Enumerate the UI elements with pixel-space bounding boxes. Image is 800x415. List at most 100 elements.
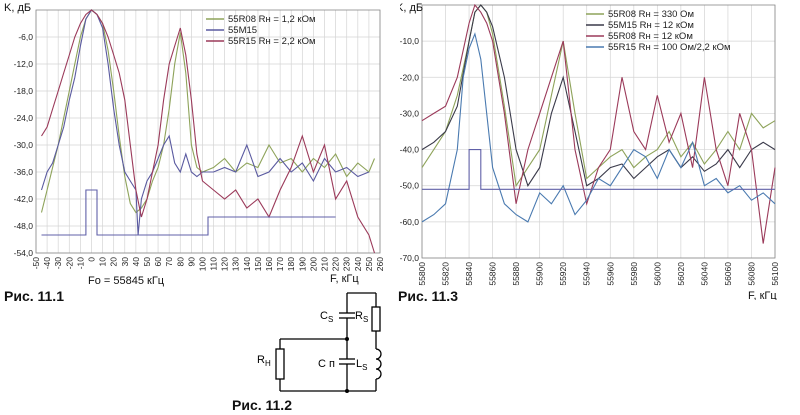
y-tick-label: -54,0 [14, 248, 34, 258]
x-tick-label: 260 [375, 257, 385, 271]
junction-dot [345, 389, 349, 393]
plot-frame [35, 9, 381, 254]
x-tick-label: 56100 [770, 262, 780, 286]
series-line-reference-3 [41, 189, 336, 236]
x-tick-label: 240 [353, 257, 363, 271]
y-tick-label: -20,0 [400, 72, 419, 82]
y-tick-label: -10,0 [400, 36, 419, 46]
legend-entry: 55R08 Rн = 330 Ом [608, 9, 694, 20]
x-tick-label: 55960 [605, 262, 615, 286]
series-line-55m15 [40, 9, 370, 236]
x-tick-label: 70 [164, 257, 174, 267]
x-tick-label: -40 [42, 257, 52, 270]
y-tick-label: -60,0 [400, 217, 419, 227]
y-tick-label: -12,0 [14, 59, 34, 69]
legend-entry: 55R08 Rн = 12 кОм [608, 31, 693, 42]
x-tick-label: 90 [186, 257, 196, 267]
x-tick-label: 200 [308, 257, 318, 271]
x-tick-label: 220 [331, 257, 341, 271]
x-tick-label: 180 [286, 257, 296, 271]
resistor-rn [275, 348, 285, 380]
legend-entry: 55M15 Rн = 12 кОм [608, 20, 694, 31]
x-tick-label: 210 [320, 257, 330, 271]
x-tick-label: 56020 [676, 262, 686, 286]
x-tick-label: 0 [86, 257, 96, 262]
legend-entry: 55R15 Rн = 100 Ом/2,2 кОм [608, 42, 731, 53]
y-tick-label: -30,0 [400, 108, 419, 118]
x-tick-label: -10 [75, 257, 85, 270]
x-tick-label: 230 [342, 257, 352, 271]
label-cn: C п [318, 358, 335, 370]
x-tick-label: 56000 [652, 262, 662, 286]
x-tick-label: 55800 [417, 262, 427, 286]
y-axis-label: K, дБ [4, 2, 31, 14]
y-tick-label: -48,0 [14, 221, 34, 231]
inductor-ls [375, 348, 382, 380]
x-axis-sublabel: Fo = 55845 кГц [88, 275, 165, 287]
series-line-55r15-rн-=-100-ом/2,2-ком [421, 32, 776, 223]
y-axis-label: K, дБ [400, 2, 423, 14]
legend-entry: 55M15 [228, 25, 257, 36]
series-line-55r08-rн-=-330-ом [421, 4, 776, 188]
x-tick-label: 250 [364, 257, 374, 271]
x-tick-label: 55840 [464, 262, 474, 286]
x-tick-label: 55920 [558, 262, 568, 286]
x-tick-label: 190 [297, 257, 307, 271]
x-tick-label: 60 [153, 257, 163, 267]
series-line-55r08-rн-=-12-ком [421, 3, 776, 244]
x-tick-label: -30 [53, 257, 63, 270]
legend-entry: 55R15 Rн = 2,2 кОм [228, 36, 316, 47]
label-cs: CS [320, 310, 333, 324]
x-tick-label: 55940 [582, 262, 592, 286]
x-tick-label: 80 [175, 257, 185, 267]
x-tick-label: 30 [120, 257, 130, 267]
x-tick-label: 170 [275, 257, 285, 271]
y-tick-label: -50,0 [400, 181, 419, 191]
x-tick-label: -50 [31, 257, 41, 270]
x-axis-label: F, кГц [748, 290, 777, 300]
x-tick-label: 140 [242, 257, 252, 271]
x-axis-label: F, кГц [330, 273, 359, 285]
y-tick-label: -70,0 [400, 253, 419, 263]
y-tick-label: -6,0 [18, 32, 33, 42]
y-tick-label: -36,0 [14, 167, 34, 177]
x-tick-label: 150 [253, 257, 263, 271]
y-tick-label: -24,0 [14, 113, 34, 123]
x-tick-label: 110 [209, 257, 219, 271]
junction-dot [345, 337, 349, 341]
x-tick-label: 130 [231, 257, 241, 271]
chart-fig-11-1: -50 -40 -30 -20 -10 0 10 20 30 40 50 60 70 80 90 100 110… [4, 2, 385, 287]
series-line-55r15-rн-=-2,2-ком [41, 9, 376, 254]
x-tick-label: 20 [109, 257, 119, 267]
resistor-rs [371, 306, 381, 332]
series-line-reference-4 [422, 149, 775, 190]
x-tick-label: 120 [220, 257, 230, 271]
x-tick-label: 56040 [699, 262, 709, 286]
caption-fig-11-3: Рис. 11.3 [398, 288, 458, 304]
caption-fig-11-1: Рис. 11.1 [4, 288, 64, 304]
x-tick-label: 10 [98, 257, 108, 267]
legend-entry: 55R08 Rн = 1,2 кОм [228, 14, 316, 25]
x-tick-label: 100 [197, 257, 207, 271]
y-tick-label: -18,0 [14, 86, 34, 96]
label-ls: LS [356, 358, 367, 372]
caption-fig-11-2: Рис. 11.2 [232, 397, 292, 413]
x-tick-label: 56080 [746, 262, 756, 286]
x-tick-label: 160 [264, 257, 274, 271]
y-tick-label: -30,0 [14, 140, 34, 150]
y-tick-label: -40,0 [400, 145, 419, 155]
x-tick-label: 56060 [723, 262, 733, 286]
x-tick-label: 50 [142, 257, 152, 267]
label-rs: RS [355, 310, 368, 324]
series-line-55m15-rн-=-12-ком [421, 4, 776, 187]
x-tick-label: 55860 [488, 262, 498, 286]
x-tick-label: -20 [64, 257, 74, 270]
x-tick-label: 55820 [441, 262, 451, 286]
x-tick-label: 55900 [535, 262, 545, 286]
label-rn: RН [257, 354, 271, 368]
x-tick-label: 40 [131, 257, 141, 267]
x-tick-label: 55980 [629, 262, 639, 286]
series-line-55r08-rн-=-1,2-ком [40, 9, 376, 214]
plot-frame [421, 4, 776, 259]
y-tick-label: -42,0 [14, 194, 34, 204]
